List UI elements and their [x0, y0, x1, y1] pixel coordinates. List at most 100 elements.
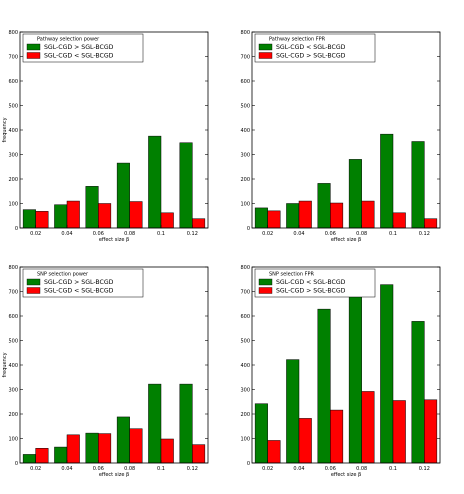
- legend-entry-red: SGL-CGD < SGL-BCGD: [44, 53, 114, 60]
- x-tick-label: 0.06: [93, 231, 104, 237]
- bar-green-0_04: [54, 204, 68, 229]
- y-tick-label: 600: [240, 314, 250, 320]
- y-axis-label: frequency: [2, 117, 8, 142]
- bar-green-0_02: [22, 209, 36, 229]
- x-tick-label: 0.1: [157, 231, 165, 237]
- legend-swatch-red: [26, 52, 41, 59]
- x-tick-label: 0.08: [124, 231, 135, 237]
- y-tick-label: 100: [8, 202, 18, 208]
- legend-box: [254, 33, 376, 63]
- legend-entry-red: SGL-CGD > SGL-BCGD: [276, 288, 346, 295]
- legend-box: [22, 33, 144, 63]
- bar-green-0_08: [116, 162, 130, 229]
- bar-red-0_08: [361, 391, 375, 464]
- bar-green-0_02: [254, 403, 268, 464]
- x-tick-label: 0.1: [389, 466, 397, 472]
- y-tick-label: 300: [8, 388, 18, 394]
- y-tick-label: 800: [240, 265, 250, 271]
- y-tick-label: 500: [240, 104, 250, 110]
- bar-green-0_1: [380, 133, 394, 229]
- y-tick-label: 400: [8, 128, 18, 134]
- bar-green-0_12: [179, 383, 193, 464]
- y-tick-label: 200: [240, 412, 250, 418]
- bar-green-0_08: [348, 292, 362, 464]
- x-tick-label: 0.02: [30, 466, 41, 472]
- y-tick-label: 500: [240, 339, 250, 345]
- chart-title: SNP selection power: [37, 272, 89, 278]
- legend-swatch-green: [258, 278, 273, 286]
- bar-red-0_1: [160, 212, 174, 229]
- y-tick-label: 600: [240, 79, 250, 85]
- bar-red-0_04: [298, 418, 312, 464]
- bar-red-0_04: [66, 200, 80, 229]
- bar-green-0_06: [317, 308, 331, 464]
- y-tick-label: 200: [8, 412, 18, 418]
- bar-red-0_06: [330, 409, 344, 464]
- y-tick-label: 200: [240, 177, 250, 183]
- legend-entry-green: SGL-CGD > SGL-BCGD: [44, 279, 114, 286]
- bar-red-0_1: [392, 212, 406, 229]
- bar-green-0_12: [411, 141, 425, 229]
- y-tick-label: 700: [8, 290, 18, 296]
- bar-red-0_06: [330, 202, 344, 229]
- bar-green-0_08: [348, 159, 362, 229]
- bar-red-0_06: [98, 433, 112, 464]
- chart-title: SNP selection FPR: [269, 272, 314, 278]
- x-tick-label: 0.04: [293, 466, 304, 472]
- bar-green-0_12: [179, 142, 193, 229]
- y-tick-label: 300: [240, 153, 250, 159]
- x-tick-label: 0.06: [93, 466, 104, 472]
- y-tick-label: 0: [247, 226, 250, 232]
- bar-green-0_02: [22, 454, 36, 464]
- x-tick-label: 0.08: [124, 466, 135, 472]
- y-tick-label: 400: [240, 128, 250, 134]
- bar-green-0_02: [254, 207, 268, 229]
- y-tick-label: 300: [8, 153, 18, 159]
- x-tick-label: 0.12: [187, 231, 198, 237]
- bar-red-0_12: [192, 218, 206, 229]
- y-tick-label: 800: [8, 30, 18, 36]
- legend-swatch-red: [258, 52, 273, 59]
- bar-green-0_04: [286, 359, 300, 464]
- x-tick-label: 0.1: [157, 466, 165, 472]
- legend-entry-green: SGL-CGD > SGL-BCGD: [44, 44, 114, 51]
- x-tick-label: 0.04: [61, 466, 72, 472]
- y-tick-label: 100: [240, 202, 250, 208]
- x-tick-label: 0.02: [30, 231, 41, 237]
- chart-panel-1: 0 100 200 300 400 500 600 700 800 0.02 0.04 0.06 0.0…: [2, 30, 209, 243]
- bar-green-0_04: [286, 203, 300, 229]
- y-tick-label: 800: [8, 265, 18, 271]
- x-tick-label: 0.12: [187, 466, 198, 472]
- bar-red-0_08: [129, 428, 143, 464]
- bar-green-0_08: [116, 416, 130, 464]
- legend-entry-green: SGL-CGD < SGL-BCGD: [276, 44, 346, 51]
- legend-box: [22, 268, 144, 298]
- x-tick-label: 0.08: [356, 466, 367, 472]
- y-tick-label: 500: [8, 339, 18, 345]
- bar-red-0_12: [424, 218, 438, 229]
- bar-green-0_12: [411, 321, 425, 464]
- y-tick-label: 600: [8, 314, 18, 320]
- bar-red-0_1: [160, 438, 174, 464]
- bar-red-0_02: [267, 210, 281, 229]
- chart-panel-3: 0 100 200 300 400 500 600 700 800 0.02 0.04 0.06 0.0…: [2, 265, 209, 478]
- x-tick-label: 0.08: [356, 231, 367, 237]
- legend-swatch-red: [26, 287, 41, 294]
- x-tick-label: 0.06: [325, 231, 336, 237]
- bar-red-0_04: [298, 200, 312, 229]
- y-tick-label: 400: [240, 363, 250, 369]
- y-tick-label: 200: [8, 177, 18, 183]
- legend-swatch-green: [26, 278, 41, 286]
- y-tick-label: 700: [240, 55, 250, 61]
- bar-red-0_02: [267, 440, 281, 464]
- y-tick-label: 0: [15, 461, 18, 467]
- bar-red-0_02: [35, 211, 49, 229]
- chart-title: Pathway selection FPR: [269, 37, 326, 43]
- bar-green-0_06: [85, 186, 99, 229]
- x-axis-label: effect size β: [331, 237, 361, 243]
- x-tick-label: 0.04: [293, 231, 304, 237]
- y-tick-label: 500: [8, 104, 18, 110]
- y-tick-label: 300: [240, 388, 250, 394]
- bar-green-0_06: [317, 183, 331, 229]
